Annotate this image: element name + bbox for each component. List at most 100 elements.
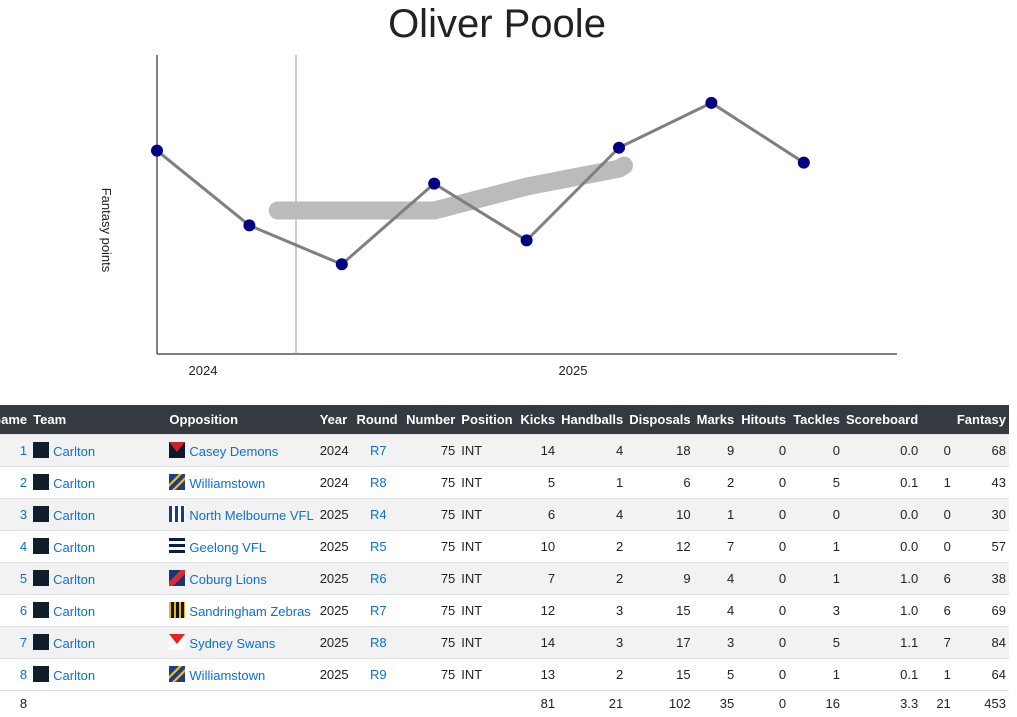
cell-game[interactable]: 7 (0, 625, 31, 658)
col-position[interactable]: Position (461, 411, 513, 427)
cell-opp[interactable]: Geelong VFL (166, 529, 317, 562)
cell-game[interactable]: 5 (0, 561, 31, 594)
cell-opp[interactable]: Sydney Swans (166, 625, 317, 658)
coburg-icon (169, 569, 186, 586)
game-link[interactable]: 4 (19, 538, 28, 554)
total-kicks: 81 (516, 689, 559, 717)
col-number[interactable]: Number (406, 411, 456, 427)
data-point-4[interactable] (428, 177, 441, 190)
col-hitouts[interactable]: Hitouts (741, 411, 787, 427)
cell-disp: 12 (626, 529, 694, 562)
cell-hb: 3 (558, 593, 627, 626)
game-link[interactable]: 1 (19, 442, 28, 458)
col-game[interactable]: Game (0, 411, 28, 427)
cell-round[interactable]: R8 (353, 625, 404, 658)
team-link[interactable]: Carlton (53, 635, 96, 651)
game-link[interactable]: 5 (19, 570, 28, 586)
round-link[interactable]: R8 (370, 474, 387, 490)
cell-team[interactable]: Carlton (30, 593, 167, 626)
table-row: 3 Carlton North Melbourne VFL 2025 R4 75 INT 6 4… (0, 497, 1009, 530)
opposition-link[interactable]: Williamstown (189, 475, 266, 491)
round-link[interactable]: R7 (370, 442, 387, 458)
data-point-5[interactable] (520, 234, 533, 247)
cell-opp[interactable]: Casey Demons (166, 433, 317, 466)
data-point-3[interactable] (335, 258, 348, 271)
data-point-7[interactable] (705, 96, 718, 109)
team-link[interactable]: Carlton (53, 507, 96, 523)
cell-game[interactable]: 8 (0, 657, 31, 690)
round-link[interactable]: R8 (370, 634, 387, 650)
round-link[interactable]: R7 (370, 602, 387, 618)
cell-opp[interactable]: Williamstown (166, 465, 317, 498)
cell-hit: 0 (737, 561, 790, 594)
round-link[interactable]: R6 (370, 570, 387, 586)
data-point-1[interactable] (151, 144, 163, 157)
opposition-link[interactable]: Geelong VFL (189, 539, 267, 555)
cell-round[interactable]: R9 (353, 657, 404, 690)
cell-round[interactable]: R8 (353, 465, 404, 498)
cell-team[interactable]: Carlton (30, 529, 167, 562)
cell-game[interactable]: 2 (0, 465, 31, 498)
team-link[interactable]: Carlton (53, 475, 96, 491)
cell-team[interactable]: Carlton (30, 625, 167, 658)
cell-opp[interactable]: Williamstown (166, 657, 317, 690)
opposition-link[interactable]: Casey Demons (189, 443, 279, 459)
data-point-8[interactable] (797, 156, 810, 169)
cell-opp[interactable]: Coburg Lions (166, 561, 317, 594)
cell-team[interactable]: Carlton (30, 657, 167, 690)
cell-pos: INT (458, 465, 517, 498)
game-link[interactable]: 2 (19, 474, 28, 490)
col-marks[interactable]: Marks (696, 411, 735, 427)
cell-team[interactable]: Carlton (30, 433, 167, 466)
cell-round[interactable]: R7 (353, 433, 404, 466)
team-link[interactable]: Carlton (53, 667, 96, 683)
cell-round[interactable]: R7 (353, 593, 404, 626)
opposition-link[interactable]: North Melbourne VFL (189, 507, 314, 523)
team-link[interactable]: Carlton (53, 603, 96, 619)
cell-team[interactable]: Carlton (30, 497, 167, 530)
col-disposals[interactable]: Disposals (629, 411, 691, 427)
cell-team[interactable]: Carlton (30, 465, 167, 498)
cell-tack: 0 (789, 497, 843, 530)
cell-round[interactable]: R5 (353, 529, 404, 562)
col-tackles[interactable]: Tackles (793, 411, 840, 427)
col-fantasy[interactable]: Fantasy (956, 411, 1006, 427)
cell-opp[interactable]: Sandringham Zebras (166, 593, 317, 626)
game-link[interactable]: 7 (19, 634, 28, 650)
round-link[interactable]: R9 (370, 666, 387, 682)
col-opposition[interactable]: Opposition (169, 411, 239, 427)
cell-game[interactable]: 1 (0, 433, 31, 466)
cell-s2: 0 (921, 433, 954, 466)
cell-game[interactable]: 6 (0, 593, 31, 626)
team-link[interactable]: Carlton (53, 571, 96, 587)
data-point-2[interactable] (243, 219, 256, 232)
cell-game[interactable]: 3 (0, 497, 31, 530)
game-link[interactable]: 6 (19, 602, 28, 618)
col-round[interactable]: Round (356, 411, 398, 427)
sydney-icon (169, 633, 186, 650)
cell-round[interactable]: R4 (353, 497, 404, 530)
round-link[interactable]: R4 (370, 506, 387, 522)
cell-team[interactable]: Carlton (30, 561, 167, 594)
game-link[interactable]: 8 (19, 666, 28, 682)
cell-s2: 6 (921, 593, 954, 626)
cell-game[interactable]: 4 (0, 529, 31, 562)
opposition-link[interactable]: Sydney Swans (189, 635, 276, 651)
opposition-link[interactable]: Williamstown (189, 667, 266, 683)
col-year[interactable]: Year (319, 411, 348, 427)
col-handballs[interactable]: Handballs (561, 411, 624, 427)
game-link[interactable]: 3 (19, 506, 28, 522)
team-link[interactable]: Carlton (53, 443, 96, 459)
team-link[interactable]: Carlton (53, 539, 96, 555)
col-kicks[interactable]: Kicks (520, 411, 556, 427)
opposition-link[interactable]: Coburg Lions (189, 571, 267, 587)
sandringham-icon (169, 601, 186, 618)
cell-round[interactable]: R6 (353, 561, 404, 594)
col-scoreboard[interactable]: Scoreboard (845, 411, 919, 427)
cell-opp[interactable]: North Melbourne VFL (166, 497, 317, 530)
col-team[interactable]: Team (33, 411, 67, 427)
data-point-6[interactable] (613, 141, 625, 154)
round-link[interactable]: R5 (370, 538, 387, 554)
opposition-link[interactable]: Sandringham Zebras (189, 603, 311, 619)
cell-number: 75 (403, 561, 459, 594)
